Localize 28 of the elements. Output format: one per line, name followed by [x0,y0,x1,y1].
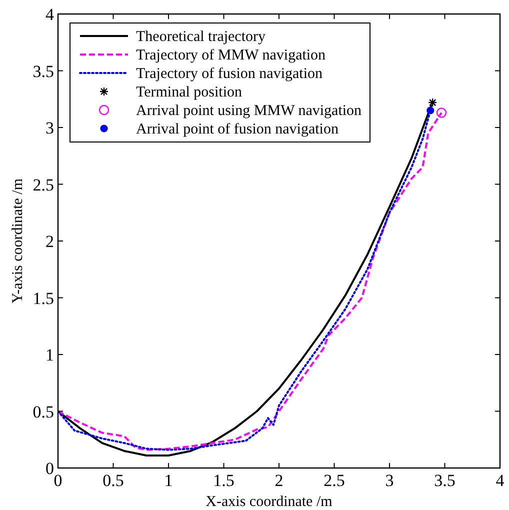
x-axis-title: X-axis coordinate /m [206,494,333,510]
x-tick-label: 0.5 [102,471,124,490]
y-tick-label: 2 [46,232,54,251]
y-tick-label: 4 [46,5,54,24]
legend-label: Terminal position [136,84,243,100]
y-tick-label: 1 [46,346,54,364]
x-tick-label: 3.5 [434,471,456,490]
x-tick-label: 1.5 [213,471,234,490]
x-tick-label: 2 [274,471,284,490]
y-axis-title: Y-axis coordinate /m [10,178,26,304]
y-tick-label: 3 [46,118,54,138]
legend-label: Trajectory of MMW navigation [136,48,326,64]
x-tick-label: 1 [164,471,173,490]
legend-label: Arrival point using MMW navigation [136,103,362,119]
point [436,108,447,118]
x-tick-label: 3 [385,471,394,490]
y-tick-label: 3.5 [32,62,54,81]
x-tick-label: 2.5 [324,471,345,490]
x-tick-label: 4 [496,471,505,490]
legend-label: Theoretical trajectory [136,29,266,45]
legend-label: Trajectory of fusion navigation [136,66,323,82]
y-tick-label: 0 [46,459,54,478]
point [426,106,434,114]
y-tick-label: 1.5 [32,288,54,308]
point [428,98,438,108]
y-tick-label: 0.5 [32,402,54,422]
legend-label: Arrival point of fusion navigation [136,122,339,138]
y-tick-label: 2.5 [32,175,54,194]
